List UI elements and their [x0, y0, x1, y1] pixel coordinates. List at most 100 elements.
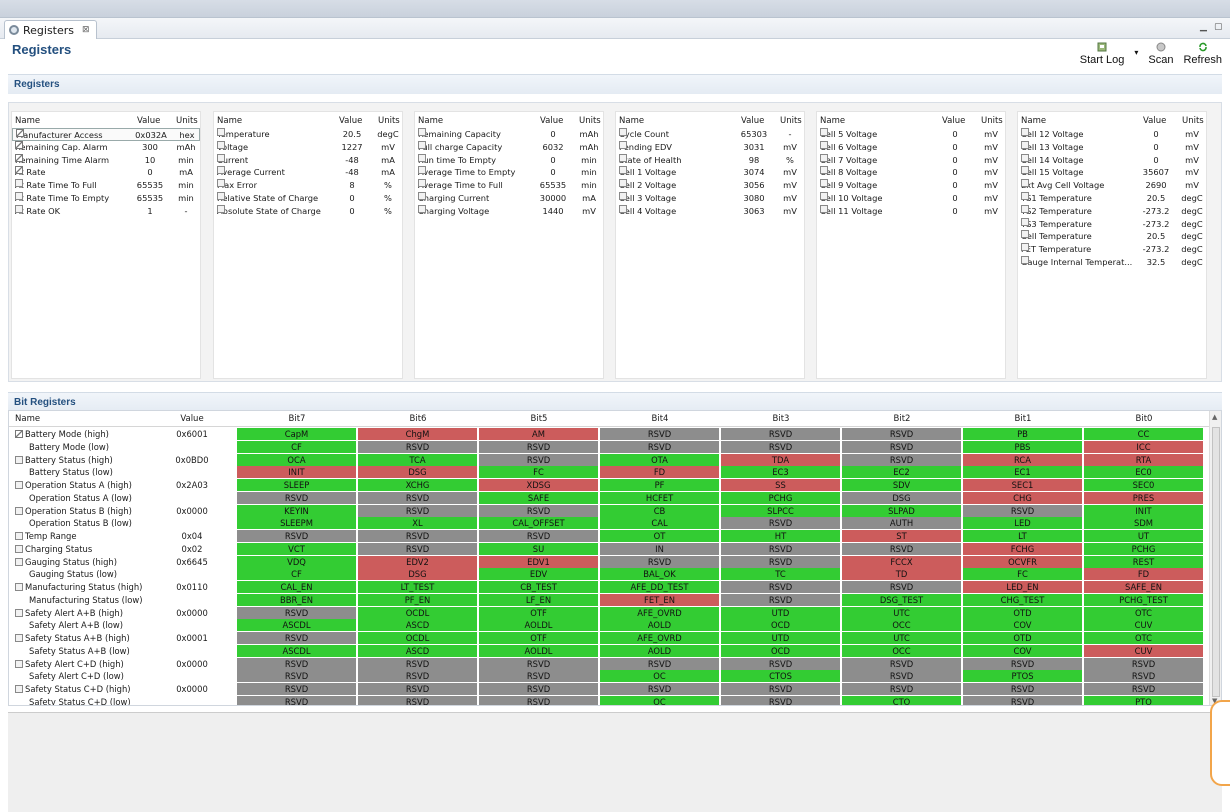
bit-cell[interactable]: DSG — [842, 491, 962, 504]
bit-cell[interactable]: AOLDL — [479, 644, 599, 657]
bit-cell[interactable]: ASCDL — [237, 619, 357, 632]
bit-register-row[interactable]: Safety Status A+B (low) ASCDL ASCD AOLDL AOL… — [9, 644, 1209, 658]
bit-cell[interactable]: RSVD — [479, 504, 599, 517]
bit-cell[interactable]: PRES — [1084, 491, 1204, 504]
bit-cell[interactable]: OTA — [600, 453, 720, 466]
bit-cell[interactable]: PCHG_TEST — [1084, 593, 1204, 606]
bit-cell[interactable]: OCDL — [358, 632, 478, 645]
bit-register-row[interactable]: Safety Alert A+B (high) 0x0000 RSVD OCDL OTF… — [9, 606, 1209, 620]
bit-cell[interactable]: PTO — [1084, 695, 1204, 705]
register-row[interactable]: Cell 5 Voltage 0 mV — [817, 128, 1005, 141]
start-log-dropdown[interactable]: ▾ — [1134, 48, 1139, 57]
bit-cell[interactable]: RSVD — [842, 581, 962, 594]
bit-cell[interactable]: SAFE_EN — [1084, 581, 1204, 594]
bit-cell[interactable]: SEC0 — [1084, 479, 1204, 492]
column-header-name[interactable]: Name — [418, 116, 444, 126]
register-row[interactable]: Manufacturer Access 0x032A hex — [12, 128, 200, 141]
bit-cell[interactable]: ASCD — [358, 619, 478, 632]
bit-cell[interactable]: SEC1 — [963, 479, 1083, 492]
bit-cell[interactable]: RSVD — [479, 683, 599, 696]
bit-cell[interactable]: SDM — [1084, 517, 1204, 530]
register-row[interactable]: Remaining Cap. Alarm 300 mAh — [12, 140, 200, 154]
register-row[interactable]: Max Error 8% — [214, 179, 402, 192]
bit-cell[interactable]: RSVD — [721, 428, 841, 441]
column-header-value[interactable]: Value — [942, 116, 966, 126]
bit-cell[interactable]: OTC — [1084, 632, 1204, 645]
bit-cell[interactable]: AFE_OVRD — [600, 632, 720, 645]
bit-cell[interactable]: RSVD — [479, 695, 599, 705]
register-row[interactable]: Cell 7 Voltage 0 mV — [817, 153, 1005, 167]
bit-cell[interactable]: RSVD — [842, 440, 962, 453]
register-row[interactable]: Cell 3 Voltage 3080 mV — [616, 191, 804, 205]
bit-cell[interactable]: CapM — [237, 428, 357, 441]
bit-cell[interactable]: RSVD — [237, 683, 357, 696]
bit-cell[interactable]: RCA — [963, 453, 1083, 466]
bit-cell[interactable]: SLPCC — [721, 504, 841, 517]
register-row[interactable]: At Rate Time To Full 65535 min — [12, 179, 200, 192]
register-row[interactable]: Cell 12 Voltage 0 mV — [1018, 128, 1206, 141]
bit-register-row[interactable]: Safety Status C+D (low) RSVD RSVD RSVD OC RSV… — [9, 695, 1209, 705]
bit-cell[interactable]: RSVD — [237, 695, 357, 705]
column-header-units[interactable]: Units — [579, 116, 601, 126]
bit-cell[interactable]: LT — [963, 530, 1083, 543]
bit-cell[interactable]: INIT — [237, 466, 357, 479]
bit-cell[interactable]: RSVD — [479, 670, 599, 683]
bit-register-row[interactable]: Battery Mode (high) 0x6001 CapM ChgM AM RSVD R… — [9, 428, 1209, 441]
bit-register-row[interactable]: Temp Range 0x04 RSVD RSVD RSVD OT HT ST LT UT — [9, 530, 1209, 543]
bit-cell[interactable]: AFE_DD_TEST — [600, 581, 720, 594]
bit-cell[interactable]: OTC — [1084, 606, 1204, 619]
bit-cell[interactable]: RSVD — [721, 517, 841, 530]
bit-register-row[interactable]: Operation Status A (high) 0x2A03 SLEEP XCHG… — [9, 479, 1209, 492]
bit-cell[interactable]: RSVD — [358, 440, 478, 453]
register-row[interactable]: State of Health 98% — [616, 153, 804, 167]
bit-cell[interactable]: FCCX — [842, 555, 962, 568]
bit-cell[interactable]: RSVD — [358, 657, 478, 670]
bit-cell[interactable]: ICC — [1084, 440, 1204, 453]
register-row[interactable]: Cycle Count 65303 - — [616, 128, 804, 141]
column-header-units[interactable]: Units — [780, 116, 802, 126]
column-header-value[interactable]: Value — [137, 116, 161, 126]
bit-cell[interactable]: XDSG — [479, 479, 599, 492]
bit-cell[interactable]: RSVD — [479, 657, 599, 670]
bit-register-row[interactable]: Safety Alert C+D (high) 0x0000 RSVD RSVD RSV… — [9, 657, 1209, 671]
bit-cell[interactable]: RSVD — [721, 581, 841, 594]
bit-column-header-bit2[interactable]: Bit2 — [893, 414, 911, 424]
register-value[interactable]: 10 — [144, 154, 156, 165]
bit-cell[interactable]: RSVD — [600, 440, 720, 453]
bit-cell[interactable]: CAL_OFFSET — [479, 517, 599, 530]
bit-cell[interactable]: CHG — [963, 491, 1083, 504]
bit-cell[interactable]: VCT — [237, 542, 357, 555]
register-value[interactable]: 0 — [147, 167, 153, 178]
register-row[interactable]: Average Time to Empty 0 min — [415, 166, 603, 179]
bit-cell[interactable]: FET_EN — [600, 593, 720, 606]
register-row[interactable]: TS1 Temperature 20.5 degC — [1018, 191, 1206, 205]
column-header-units[interactable]: Units — [378, 116, 400, 126]
bit-register-row[interactable]: Safety Status C+D (high) 0x0000 RSVD RSVD RS… — [9, 683, 1209, 696]
bit-column-header-bit0[interactable]: Bit0 — [1135, 414, 1153, 424]
scroll-up-icon[interactable]: ▲ — [1212, 413, 1218, 421]
bit-cell[interactable]: EC3 — [721, 466, 841, 479]
bit-cell[interactable]: TDA — [721, 453, 841, 466]
bit-column-header-bit7[interactable]: Bit7 — [288, 414, 306, 424]
bit-cell[interactable]: XL — [358, 517, 478, 530]
bit-cell[interactable]: AFE_OVRD — [600, 606, 720, 619]
bit-cell[interactable]: RSVD — [479, 530, 599, 543]
bit-cell[interactable]: SS — [721, 479, 841, 492]
bit-cell[interactable]: VDQ — [237, 555, 357, 568]
scrollbar-thumb[interactable] — [1212, 427, 1220, 697]
bit-cell[interactable]: RSVD — [963, 695, 1083, 705]
register-row[interactable]: Remaining Time Alarm 10 min — [12, 153, 200, 167]
register-row[interactable]: Cell 10 Voltage 0 mV — [817, 191, 1005, 205]
bit-cell[interactable]: FC — [479, 466, 599, 479]
register-row[interactable]: Cell 9 Voltage 0 mV — [817, 179, 1005, 192]
bit-cell[interactable]: RSVD — [963, 504, 1083, 517]
bit-cell[interactable]: BBR_EN — [237, 593, 357, 606]
column-header-value[interactable]: Value — [1143, 116, 1167, 126]
bit-cell[interactable]: COV — [963, 644, 1083, 657]
register-row[interactable]: Relative State of Charge 0% — [214, 191, 402, 205]
bit-cell[interactable]: PCHG — [721, 491, 841, 504]
bit-cell[interactable]: RSVD — [842, 428, 962, 441]
bit-cell[interactable]: SLEEP — [237, 479, 357, 492]
column-header-value[interactable]: Value — [339, 116, 363, 126]
bit-cell[interactable]: EDV1 — [479, 555, 599, 568]
